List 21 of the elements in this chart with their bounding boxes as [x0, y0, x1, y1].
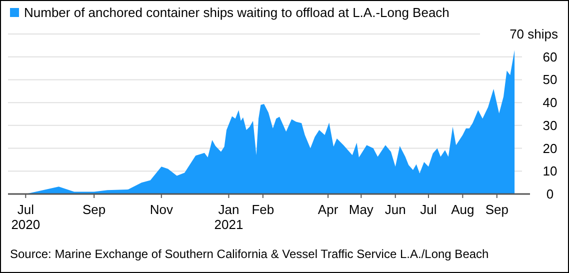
legend-label: Number of anchored container ships waiting to offload at L.A.-Long Beach — [24, 5, 450, 20]
x-tick-label: Apr — [318, 202, 339, 217]
y-tick-label: 60 — [542, 49, 558, 64]
x-tick-label: Sep — [82, 202, 106, 217]
y-tick-label: 20 — [542, 140, 558, 156]
x-tick-label: Jan 2021 — [214, 202, 244, 232]
x-tick-label: May — [348, 202, 374, 217]
y-tick-label: 10 — [542, 164, 558, 179]
x-tick-label: Feb — [252, 202, 274, 217]
y-tick-label: 70 ships — [510, 26, 558, 42]
x-tick-label: Jul 2020 — [11, 202, 40, 232]
x-tick-label: Aug — [451, 202, 474, 217]
y-tick-label: 40 — [542, 95, 558, 110]
source-note: Source: Marine Exchange of Southern California & Vessel Traffic Service L.A./Long Beach — [10, 247, 489, 261]
x-tick-label: Jul — [420, 202, 437, 217]
y-tick-label: 50 — [542, 72, 558, 88]
y-tick-label: 30 — [542, 118, 558, 133]
x-tick-label: Nov — [150, 202, 174, 217]
x-tick-label: Jun — [384, 202, 406, 217]
x-tick-label: Sep — [485, 202, 508, 217]
y-tick-label: 0 — [546, 186, 554, 202]
